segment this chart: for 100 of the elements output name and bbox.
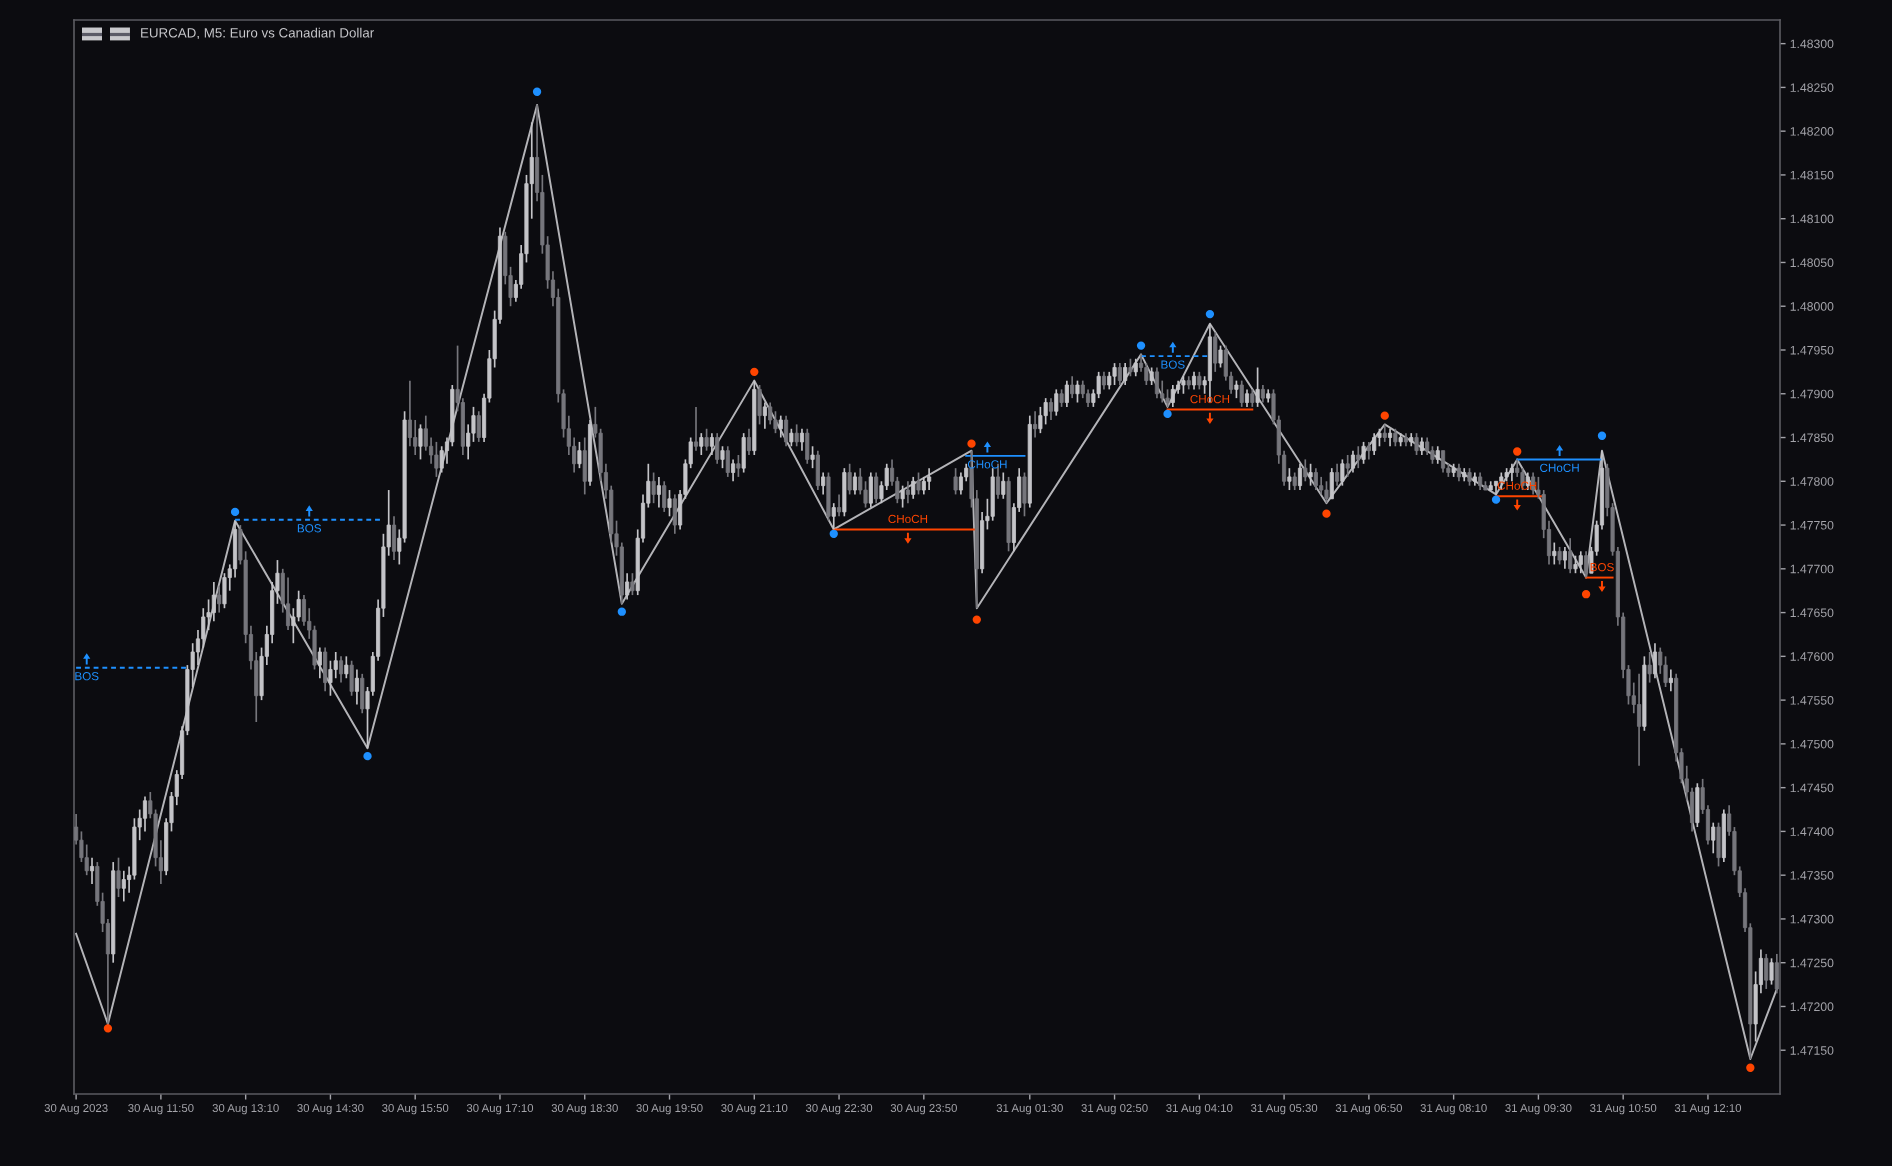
point <box>1136 341 1146 350</box>
candlestick <box>1716 821 1721 868</box>
candlestick <box>958 471 963 496</box>
candlestick <box>434 441 439 478</box>
point <box>1380 411 1389 420</box>
candlestick <box>1695 782 1700 828</box>
candlestick <box>905 480 910 505</box>
candlestick <box>990 467 995 522</box>
candlestick <box>1170 384 1175 408</box>
candlestick <box>927 467 932 491</box>
candlestick <box>1552 541 1557 566</box>
candlestick <box>900 484 905 509</box>
candlestick <box>1038 406 1043 434</box>
candlestick <box>874 471 879 505</box>
candlestick <box>1001 471 1006 500</box>
candlestick <box>1239 379 1244 408</box>
candlestick <box>1303 458 1308 483</box>
candlestick <box>667 489 672 518</box>
candlestick <box>746 427 752 456</box>
point <box>230 507 240 517</box>
candlestick <box>1562 546 1567 570</box>
candlestick <box>1663 655 1668 688</box>
candlestick <box>577 441 582 469</box>
candlestick <box>349 659 354 697</box>
candlestick <box>815 449 820 491</box>
candlestick <box>1578 550 1583 575</box>
candlestick <box>715 432 720 465</box>
candlestick <box>736 454 741 478</box>
candlestick <box>1054 388 1059 417</box>
candlestick <box>826 471 831 522</box>
candlestick <box>799 427 805 452</box>
candlestick <box>625 572 630 601</box>
candlestick <box>1117 362 1122 386</box>
candlestick <box>1112 362 1117 386</box>
candlestick <box>1764 953 1769 990</box>
candlestick <box>1356 445 1361 469</box>
candlestick <box>762 401 767 430</box>
candlestick <box>407 379 412 448</box>
candlestick <box>709 432 714 456</box>
candlestick <box>354 668 359 706</box>
candlestick <box>1774 953 1779 995</box>
candlestick <box>1440 449 1446 474</box>
candlestick <box>142 795 148 833</box>
candlestick <box>953 467 958 496</box>
candlestick <box>1048 397 1054 421</box>
candlestick <box>651 471 656 505</box>
candlestick <box>1372 432 1377 456</box>
candlestick <box>630 572 635 596</box>
candlestick <box>317 646 322 680</box>
candlestick <box>1637 673 1642 767</box>
point <box>829 529 838 538</box>
candlestick <box>344 655 349 680</box>
candlestick <box>1308 462 1313 487</box>
point <box>1205 309 1215 319</box>
candlestick <box>693 406 699 452</box>
candlestick <box>842 467 847 518</box>
candlestick <box>476 410 481 443</box>
candlestick <box>1652 642 1658 680</box>
candlestick <box>741 432 746 474</box>
candlestick <box>439 445 444 474</box>
candlestick <box>1096 371 1101 399</box>
candlestick <box>1324 480 1329 505</box>
point <box>617 607 626 616</box>
candlestick <box>1255 366 1260 408</box>
candlestick <box>1043 397 1048 426</box>
candlestick <box>1218 344 1223 369</box>
candlestick <box>656 476 661 509</box>
candlestick <box>720 445 725 469</box>
candlestick <box>222 572 227 610</box>
candlestick <box>1340 458 1345 487</box>
candlestick <box>916 471 921 496</box>
candlestick <box>1335 462 1340 487</box>
candlestick <box>1123 362 1128 386</box>
candlestick <box>338 655 344 684</box>
candlestick <box>1361 441 1366 465</box>
candlestick <box>121 869 126 903</box>
point <box>750 367 759 377</box>
candlestick <box>784 414 789 448</box>
point <box>1163 409 1172 419</box>
candlestick <box>911 476 916 500</box>
candlestick <box>1584 550 1589 579</box>
candlestick <box>1345 454 1350 478</box>
candlestick <box>773 410 778 434</box>
candlestick <box>211 581 216 623</box>
candlestick <box>1075 379 1080 404</box>
candlestick <box>805 427 810 465</box>
candlestick <box>1769 957 1774 986</box>
candlestick <box>810 445 815 469</box>
point <box>1597 431 1607 440</box>
candlestick <box>1287 467 1292 491</box>
candlestick <box>1144 362 1149 386</box>
point <box>363 751 372 761</box>
candlestick <box>699 432 704 456</box>
point <box>1746 1063 1755 1072</box>
candlestick <box>1711 821 1716 855</box>
point <box>1491 495 1501 504</box>
point <box>1322 509 1331 518</box>
candlestick <box>116 856 121 898</box>
candlestick <box>1297 462 1303 491</box>
candlestick <box>89 856 95 885</box>
